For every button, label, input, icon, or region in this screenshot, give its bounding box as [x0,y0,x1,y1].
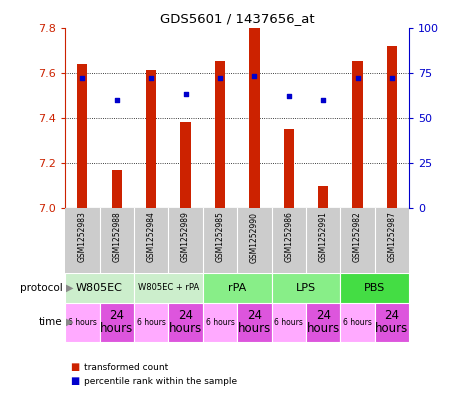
Bar [134,303,168,342]
Bar [203,303,237,342]
Text: GSM1252985: GSM1252985 [215,211,225,263]
Text: 6 hours: 6 hours [137,318,166,327]
Bar [65,273,134,303]
Bar [352,61,363,208]
Text: ▶: ▶ [66,317,73,327]
Bar [112,170,122,208]
Bar [284,129,294,208]
Text: ▶: ▶ [66,283,73,293]
Bar [100,303,134,342]
Text: protocol: protocol [20,283,63,293]
Bar [272,273,340,303]
Text: 6 hours: 6 hours [343,318,372,327]
Text: 6 hours: 6 hours [68,318,97,327]
Bar [340,273,409,303]
Text: GSM1252988: GSM1252988 [112,211,121,262]
Text: 6 hours: 6 hours [206,318,234,327]
Text: 24
hours: 24 hours [375,309,409,335]
Text: ■: ■ [70,376,79,386]
Point [251,73,258,79]
Text: 24
hours: 24 hours [306,309,340,335]
Bar [387,46,397,208]
Bar [272,303,306,342]
Text: rPA: rPA [228,283,246,293]
Point [113,97,120,103]
Bar [237,303,272,342]
Point [285,93,292,99]
Point [79,75,86,81]
Bar [77,64,87,208]
Text: W805EC: W805EC [76,283,123,293]
Text: time: time [39,317,63,327]
Text: 24
hours: 24 hours [238,309,271,335]
Bar [65,303,100,342]
Bar [249,28,259,208]
Text: transformed count: transformed count [84,363,168,372]
Text: LPS: LPS [296,283,316,293]
Bar [146,70,156,208]
Text: 24
hours: 24 hours [169,309,202,335]
Point [388,75,396,81]
Point [147,75,155,81]
Title: GDS5601 / 1437656_at: GDS5601 / 1437656_at [160,12,314,25]
Text: GSM1252984: GSM1252984 [146,211,156,263]
Text: GSM1252989: GSM1252989 [181,211,190,263]
Text: GSM1252990: GSM1252990 [250,211,259,263]
Text: 24
hours: 24 hours [100,309,133,335]
Point [182,91,189,97]
Text: ■: ■ [70,362,79,373]
Bar [203,273,272,303]
Text: GSM1252983: GSM1252983 [78,211,87,263]
Text: GSM1252982: GSM1252982 [353,211,362,262]
Bar [180,122,191,208]
Point [216,75,224,81]
Point [354,75,361,81]
Bar [306,303,340,342]
Point [319,97,327,103]
Bar [340,303,375,342]
Text: 6 hours: 6 hours [274,318,303,327]
Text: GSM1252991: GSM1252991 [319,211,328,263]
Text: W805EC + rPA: W805EC + rPA [138,283,199,292]
Text: GSM1252986: GSM1252986 [284,211,293,263]
Bar [168,303,203,342]
Bar [134,273,203,303]
Text: percentile rank within the sample: percentile rank within the sample [84,377,237,386]
Bar [318,186,328,208]
Text: GSM1252987: GSM1252987 [387,211,397,263]
Bar [215,61,225,208]
Bar [375,303,409,342]
Text: PBS: PBS [364,283,385,293]
